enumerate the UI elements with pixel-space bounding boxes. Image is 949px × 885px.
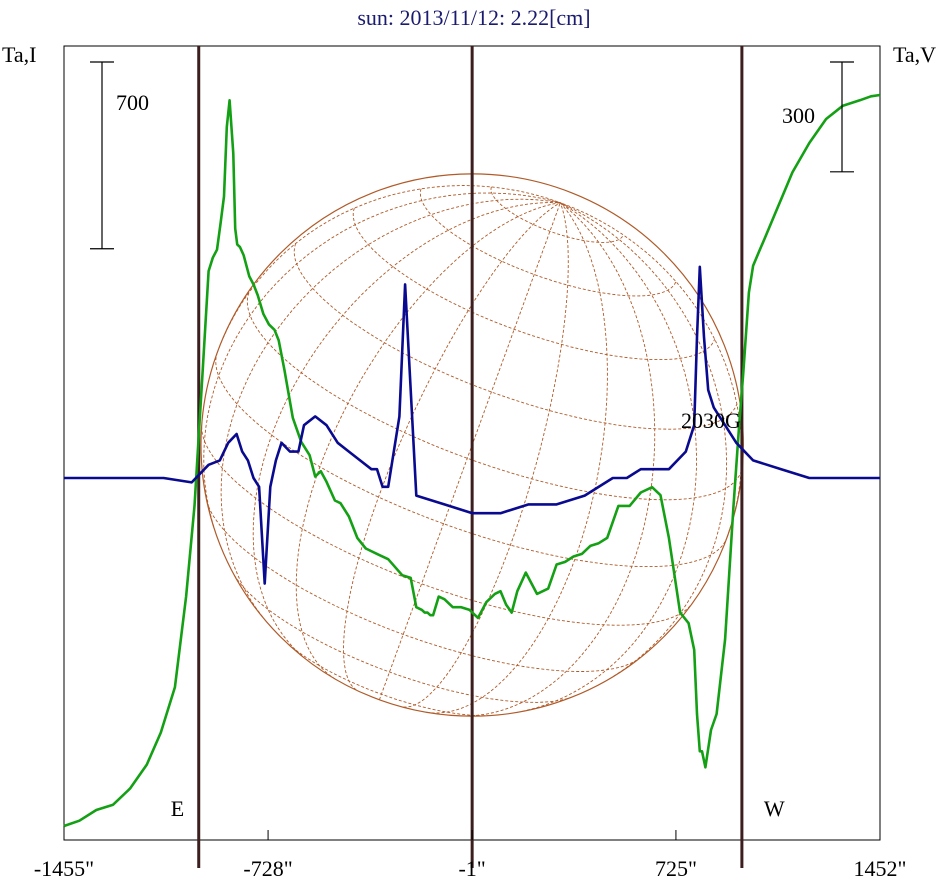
longitude-line [521, 202, 697, 712]
x-axis-ticks: -1455" -728" -1" 725" 1452" [34, 830, 907, 881]
longitude-line [378, 202, 561, 700]
longitude-line [560, 202, 728, 677]
x-tick-label: -728" [243, 856, 292, 881]
annotations: 2030G [681, 408, 741, 433]
series-line-I [63, 93, 881, 828]
latitude-line [233, 574, 571, 703]
scale-bars: 700 300 [90, 61, 854, 250]
x-tick-label: -1455" [34, 856, 94, 881]
limb-marker-label: W [764, 796, 785, 821]
longitude-line [216, 185, 561, 353]
scale-bar-v-label: 300 [782, 103, 815, 128]
chart-title: sun: 2013/11/12: 2.22[cm] [357, 5, 590, 30]
region-label: 2030G [681, 408, 741, 433]
longitude-line [295, 202, 561, 680]
x-tick-label: 1452" [854, 856, 907, 881]
latitude-line [206, 501, 639, 672]
latitude-line [352, 207, 716, 361]
y-right-label: Ta,V [893, 42, 936, 67]
latitude-line [283, 640, 491, 717]
latitude-line [490, 186, 624, 243]
longitude-line [203, 192, 561, 532]
series-line-V [64, 265, 880, 585]
limb-marker-label: E [171, 796, 184, 821]
latitude-line [201, 426, 692, 626]
longitude-line [466, 202, 656, 717]
longitude-line [252, 202, 561, 657]
longitude-line [426, 202, 608, 714]
scale-bar-i-label: 700 [116, 90, 149, 115]
series-lines [63, 93, 881, 828]
longitude-line [343, 202, 561, 691]
y-left-label: Ta,I [2, 42, 37, 67]
x-tick-label: 725" [655, 856, 697, 881]
latitude-line [293, 243, 738, 430]
x-tick-label: -1" [458, 856, 485, 881]
longitude-line [403, 202, 569, 708]
disk-grid-lines [201, 185, 743, 717]
